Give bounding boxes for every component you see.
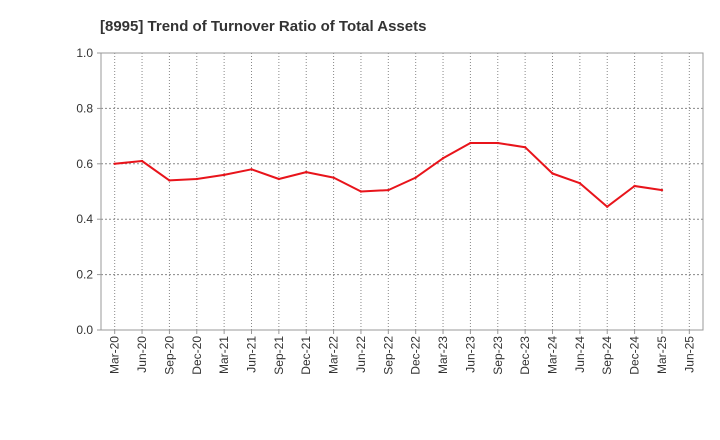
data-point bbox=[222, 173, 226, 177]
grid bbox=[101, 53, 703, 330]
data-point bbox=[633, 184, 636, 188]
x-tick-label: Mar-22 bbox=[327, 336, 341, 374]
data-point bbox=[387, 188, 390, 192]
y-tick-label: 0.4 bbox=[76, 212, 93, 226]
data-point bbox=[496, 141, 499, 145]
y-tick-label: 0.0 bbox=[76, 323, 93, 337]
x-tick-label: Jun-25 bbox=[682, 336, 696, 373]
data-point bbox=[113, 162, 116, 165]
y-tick-label: 0.2 bbox=[76, 268, 93, 282]
y-axis: 0.0 0.2 0.4 0.6 0.8 1.0 bbox=[76, 46, 101, 337]
x-tick-label: Dec-21 bbox=[299, 336, 313, 375]
x-tick-label: Dec-23 bbox=[518, 336, 532, 375]
x-tick-label: Sep-20 bbox=[162, 336, 176, 375]
x-tick-label: Jun-22 bbox=[354, 336, 368, 373]
x-tick-label: Sep-21 bbox=[272, 336, 286, 375]
x-axis: Mar-20 Jun-20 Sep-20 Dec-20 Mar-21 Jun-21 Sep-… bbox=[108, 330, 696, 375]
x-tick-label: Jun-21 bbox=[245, 336, 259, 373]
y-tick-label: 0.8 bbox=[76, 101, 93, 115]
x-tick-label: Sep-22 bbox=[381, 336, 395, 375]
x-tick-label: Jun-20 bbox=[135, 336, 149, 373]
x-tick-label: Dec-22 bbox=[409, 336, 423, 375]
data-point bbox=[469, 141, 472, 145]
data-point bbox=[140, 159, 144, 163]
y-tick-label: 1.0 bbox=[76, 46, 93, 60]
data-point bbox=[660, 188, 664, 192]
chart-title: [8995] Trend of Turnover Ratio of Total … bbox=[100, 18, 426, 35]
y-tick-label: 0.6 bbox=[76, 157, 93, 171]
data-point bbox=[551, 172, 554, 175]
x-tick-label: Jun-24 bbox=[573, 336, 587, 373]
data-point bbox=[168, 179, 171, 182]
data-point bbox=[441, 157, 445, 160]
x-tick-label: Sep-24 bbox=[600, 336, 614, 375]
x-tick-label: Dec-24 bbox=[628, 336, 642, 375]
data-point bbox=[606, 205, 609, 208]
x-tick-label: Mar-23 bbox=[436, 336, 450, 374]
data-point bbox=[332, 176, 335, 179]
x-tick-label: Mar-25 bbox=[655, 336, 669, 374]
plot-frame bbox=[100, 52, 704, 331]
data-point bbox=[523, 145, 527, 149]
data-point bbox=[277, 177, 281, 181]
data-point bbox=[195, 177, 198, 181]
data-point bbox=[305, 170, 308, 174]
data-point bbox=[359, 190, 363, 193]
x-tick-label: Sep-23 bbox=[491, 336, 505, 375]
data-point bbox=[250, 168, 253, 171]
x-tick-label: Mar-24 bbox=[546, 336, 560, 374]
x-tick-label: Mar-20 bbox=[108, 336, 122, 374]
x-tick-label: Mar-21 bbox=[217, 336, 231, 374]
x-tick-label: Jun-23 bbox=[463, 336, 477, 373]
series-layer bbox=[113, 141, 664, 208]
data-point bbox=[414, 176, 417, 179]
data-point bbox=[578, 181, 582, 185]
x-tick-label: Dec-20 bbox=[190, 336, 204, 375]
